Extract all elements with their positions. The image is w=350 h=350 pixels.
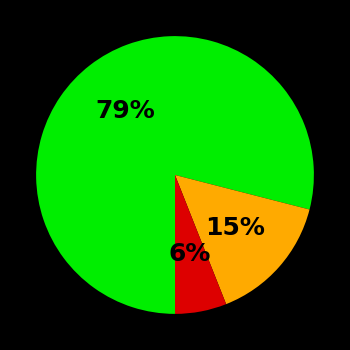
Wedge shape — [36, 36, 314, 314]
Wedge shape — [175, 175, 309, 304]
Wedge shape — [175, 175, 226, 314]
Text: 15%: 15% — [205, 216, 265, 240]
Text: 79%: 79% — [96, 99, 155, 123]
Text: 6%: 6% — [169, 242, 211, 266]
